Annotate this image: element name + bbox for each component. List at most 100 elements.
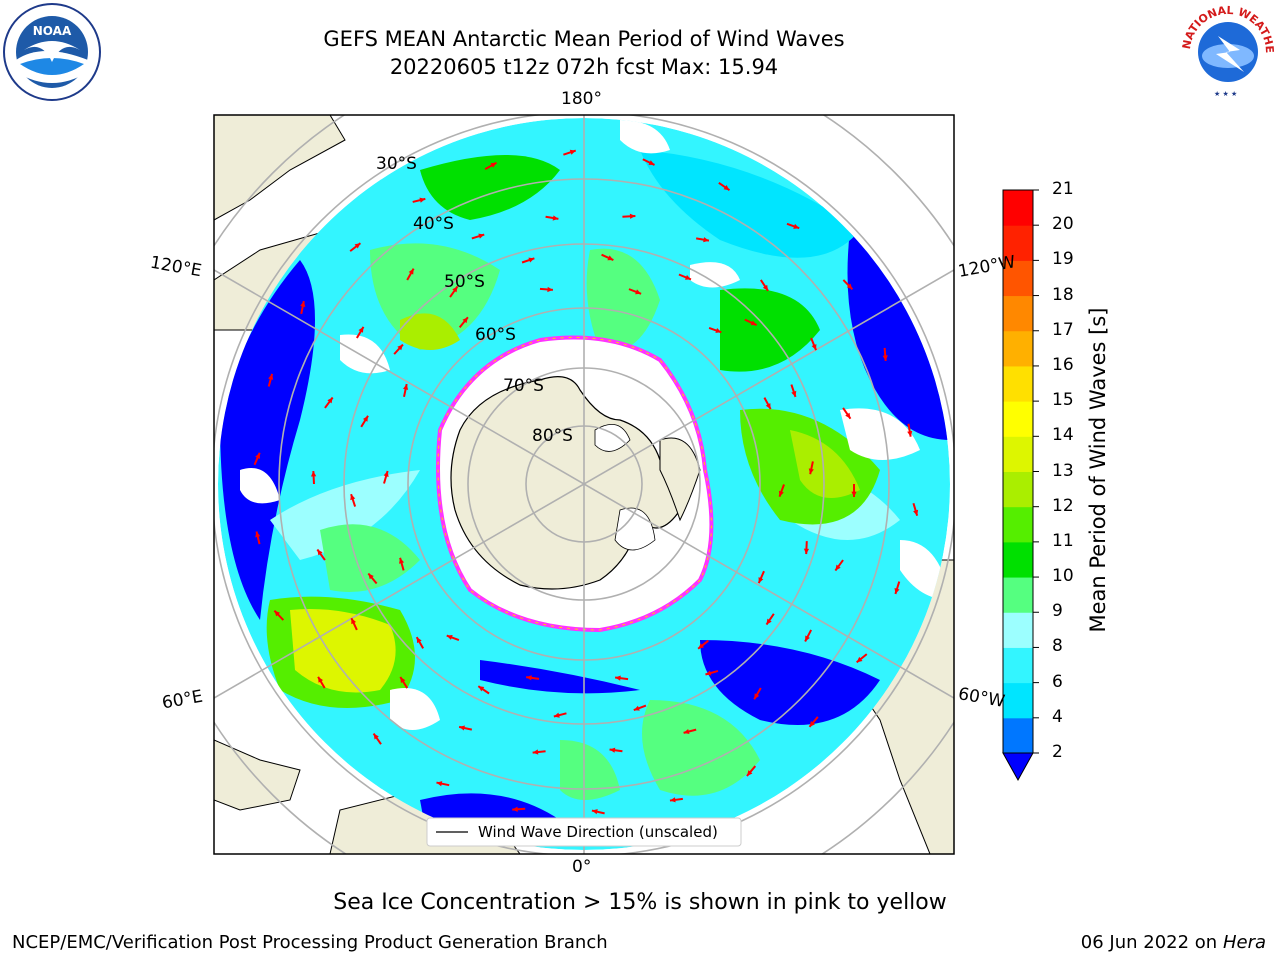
sea-ice-caption: Sea Ice Concentration > 15% is shown in … [333, 890, 947, 915]
footer-date-text: 06 Jun 2022 on [1080, 932, 1218, 953]
wind-arrow-head [350, 494, 356, 501]
colorbar-tick-label: 16 [1052, 354, 1074, 375]
wind-arrow-head [318, 676, 324, 683]
wind-arrow-head [354, 243, 361, 249]
colorbar-extend-triangle [1002, 752, 1034, 782]
wind-arrow-head [913, 509, 919, 516]
wind-arrow-head [351, 618, 357, 625]
nws-logo: NATIONAL WEATHER SERVICE ★ ★ ★ [1178, 2, 1276, 100]
lat-label-40: 40°S [413, 214, 454, 234]
colorbar-segment [1003, 577, 1033, 613]
lat-labels: 30°S 40°S 50°S 60°S 70°S 80°S [376, 154, 573, 446]
wind-arrow-head [478, 686, 485, 692]
footer-host: Hera [1222, 932, 1266, 953]
noaa-logo: NOAA [3, 3, 101, 101]
wind-arrow-head [255, 531, 261, 538]
wind-arrow-head [754, 693, 760, 700]
wind-arrow-head [399, 557, 405, 564]
wind-arrow-head [268, 373, 274, 380]
colorbar-tick-label: 12 [1052, 495, 1074, 516]
colorbar-segment [1003, 506, 1033, 543]
wind-arrow-head [300, 301, 306, 307]
wind-arrow-head [362, 415, 369, 422]
wind-arrow-head [255, 452, 260, 459]
wind-arrow-head [805, 635, 810, 642]
colorbar-tick-label: 8 [1052, 636, 1063, 657]
colorbar-tick-label: 10 [1052, 566, 1074, 587]
footer-date: 06 Jun 2022 on Hera [1081, 932, 1266, 953]
wind-arrow-head [809, 721, 815, 727]
wind-arrow-head [368, 573, 374, 580]
wind-arrow-head [882, 355, 888, 361]
wind-arrow-head [793, 223, 800, 229]
wind-arrow-head [758, 577, 764, 584]
wind-arrow-head [856, 656, 863, 663]
colorbar-tick-label: 9 [1052, 601, 1063, 622]
wind-arrow-head [419, 197, 426, 203]
colorbar-segment [1003, 401, 1033, 437]
colorbar-tick-label: 19 [1052, 249, 1074, 270]
wind-arrow-head [310, 471, 317, 477]
wind-arrow-head [532, 749, 539, 755]
wind-arrow-head [683, 728, 690, 735]
wind-arrow-head [547, 286, 553, 293]
colorbar-tick-label: 13 [1052, 460, 1074, 481]
colorbar-tick-label: 15 [1052, 390, 1074, 411]
legend-text: Wind Wave Direction (unscaled) [478, 823, 718, 841]
wind-arrow-head [436, 781, 443, 787]
colorbar-segment [1003, 682, 1033, 719]
colorbar-tick-label: 17 [1052, 319, 1074, 340]
footer-org: NCEP/EMC/Verification Post Processing Pr… [12, 932, 608, 953]
wind-arrow-head [765, 403, 771, 410]
wind-arrow-head [317, 549, 323, 556]
graticule [214, 115, 954, 854]
wind-arrow-head [512, 806, 518, 812]
colorbar-segment [1003, 365, 1033, 402]
wind-arrow-head [569, 149, 576, 155]
colorbar [1002, 189, 1039, 782]
wind-arrow-head [698, 643, 704, 649]
wind-arrow-head [703, 237, 709, 243]
colorbar-tick-label: 21 [1052, 179, 1074, 199]
wind-arrow-head [528, 257, 535, 263]
wind-arrow-head [462, 317, 468, 324]
wind-arrow-head [591, 809, 598, 815]
colorbar-segment [1003, 541, 1033, 578]
colorbar-segment [1003, 330, 1033, 367]
lat-label-60: 60°S [475, 325, 516, 345]
wind-arrow-head [358, 326, 364, 333]
wind-arrows [253, 149, 919, 815]
wind-arrow-head [791, 390, 797, 397]
colorbar-tick-label: 18 [1052, 284, 1074, 305]
wind-arrow-head [778, 490, 784, 497]
colorbar-segment [1003, 225, 1033, 261]
wind-arrow-head [327, 397, 333, 404]
colorbar-segment [1003, 717, 1033, 754]
colorbar-label: Mean Period of Wind Waves [s] [1086, 307, 1110, 633]
wind-arrow-head [397, 344, 403, 351]
svg-text:★ ★ ★: ★ ★ ★ [1214, 90, 1237, 98]
colorbar-segment [1003, 295, 1033, 332]
wind-arrow-head [416, 637, 422, 644]
map-legend [426, 817, 742, 847]
lat-label-30: 30°S [376, 154, 417, 174]
lon-label-0: 0° [572, 857, 592, 877]
colorbar-tick-label: 4 [1052, 706, 1063, 727]
colorbar-tick-label: 14 [1052, 425, 1074, 446]
wind-arrow-head [459, 725, 465, 731]
wind-arrow-head [715, 327, 722, 333]
wind-arrow-head [446, 634, 453, 640]
wind-arrow-head [845, 412, 851, 419]
colorbar-tick-label: 20 [1052, 214, 1074, 235]
wind-arrow-head [684, 274, 691, 280]
colorbar-tick-label: 6 [1052, 671, 1063, 692]
wind-arrow-head [400, 677, 406, 683]
wind-arrow-head [373, 733, 379, 740]
colorbar-tick-label: 11 [1052, 530, 1074, 551]
wind-arrow-head [408, 268, 414, 275]
wind-arrow-head [274, 610, 281, 617]
wind-arrow-head [629, 213, 636, 219]
wind-arrow-head [835, 564, 841, 571]
lat-label-50: 50°S [444, 272, 485, 292]
